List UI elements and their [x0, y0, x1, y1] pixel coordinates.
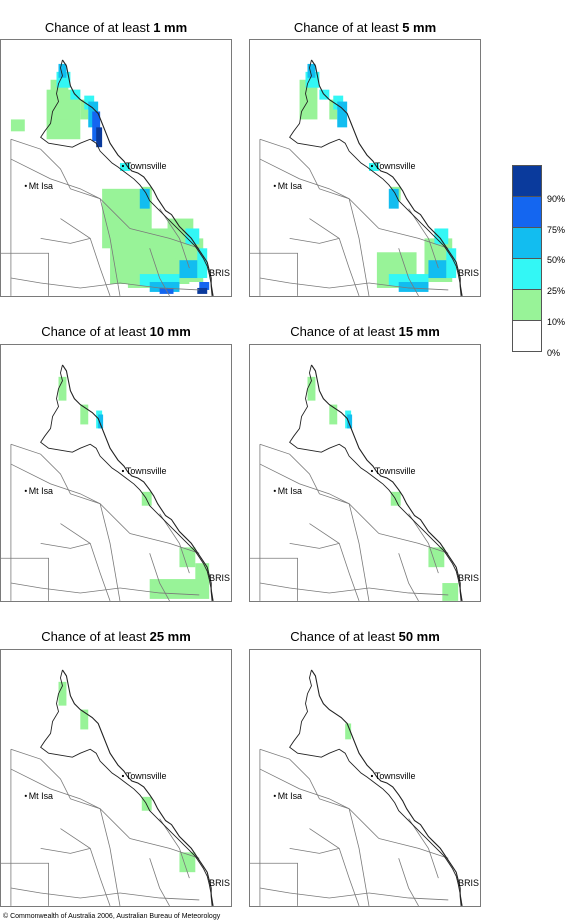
panel-title-10mm: Chance of at least 10 mm — [0, 324, 232, 340]
mt-isa-label: Mt Isa — [29, 181, 53, 191]
brisbane-label: BRIS — [458, 573, 479, 583]
copyright-notice: © Commonwealth of Australia 2006, Austra… — [3, 913, 221, 920]
legend-swatch-90-100 — [512, 165, 542, 197]
title-threshold: 50 mm — [398, 629, 440, 644]
panel-title-1mm: Chance of at least 1 mm — [0, 20, 232, 36]
map-panel-1mm: Mt Isa Townsville BRIS — [0, 39, 232, 297]
mt-isa-label: Mt Isa — [29, 486, 53, 496]
legend-label-75: 75% — [547, 225, 566, 235]
map-panel-15mm: Mt Isa Townsville BRIS — [249, 344, 481, 602]
coastline-west — [289, 364, 463, 601]
queensland-map: Mt Isa Townsville BRIS — [250, 364, 479, 601]
title-prefix: Chance of at least — [293, 20, 403, 35]
townsville-label: Townsville — [126, 161, 167, 171]
mt-isa-label: Mt Isa — [29, 791, 53, 801]
coastline-west — [40, 364, 214, 601]
legend-swatch-75-90 — [512, 197, 542, 228]
legend-label-50: 50% — [547, 255, 566, 265]
queensland-map: Mt Isa Townsville BRIS — [250, 59, 479, 296]
title-prefix: Chance of at least — [41, 324, 150, 339]
map-panel-50mm: Mt Isa Townsville BRIS — [249, 649, 481, 907]
title-threshold: 5 mm — [402, 20, 437, 35]
coastline-east — [62, 364, 213, 601]
panel-title-15mm: Chance of at least 15 mm — [249, 324, 481, 340]
coastline-west — [40, 59, 214, 296]
title-threshold: 15 mm — [398, 324, 440, 339]
panel-title-50mm: Chance of at least 50 mm — [249, 629, 481, 645]
legend-colorbar — [512, 165, 542, 352]
legend-swatch-25-50 — [512, 259, 542, 290]
coastline-east — [311, 669, 462, 906]
brisbane-label: BRIS — [209, 268, 230, 278]
coastline-west — [289, 669, 463, 906]
title-threshold: 1 mm — [153, 20, 188, 35]
panel-title-25mm: Chance of at least 25 mm — [0, 629, 232, 645]
legend-swatch-0-10 — [512, 321, 542, 352]
panel-title-5mm: Chance of at least 5 mm — [249, 20, 481, 36]
coastline-west — [40, 669, 214, 906]
title-prefix: Chance of at least — [44, 20, 154, 35]
queensland-map: Mt Isa Townsville BRIS — [1, 59, 230, 296]
brisbane-label: BRIS — [209, 878, 230, 888]
legend-swatch-50-75 — [512, 228, 542, 259]
brisbane-label: BRIS — [209, 573, 230, 583]
title-prefix: Chance of at least — [41, 629, 150, 644]
title-threshold: 10 mm — [149, 324, 191, 339]
coastline-east — [62, 669, 213, 906]
title-prefix: Chance of at least — [290, 629, 399, 644]
coastline-east — [311, 364, 462, 601]
map-panel-5mm: Mt Isa Townsville BRIS — [249, 39, 481, 297]
townsville-label: Townsville — [375, 466, 416, 476]
title-prefix: Chance of at least — [290, 324, 399, 339]
townsville-label: Townsville — [375, 161, 416, 171]
queensland-map: Mt Isa Townsville BRIS — [1, 364, 230, 601]
townsville-label: Townsville — [126, 466, 167, 476]
mt-isa-label: Mt Isa — [278, 181, 302, 191]
mt-isa-label: Mt Isa — [278, 486, 302, 496]
map-panel-25mm: Mt Isa Townsville BRIS — [0, 649, 232, 907]
mt-isa-label: Mt Isa — [278, 791, 302, 801]
coastline-east — [311, 59, 462, 296]
legend-label-25: 25% — [547, 286, 566, 296]
title-threshold: 25 mm — [149, 629, 191, 644]
map-panel-10mm: Mt Isa Townsville BRIS — [0, 344, 232, 602]
queensland-map: Mt Isa Townsville BRIS — [250, 669, 479, 906]
coastline-east — [62, 59, 213, 296]
brisbane-label: BRIS — [458, 878, 479, 888]
brisbane-label: BRIS — [458, 268, 479, 278]
coastline-west — [289, 59, 463, 296]
townsville-label: Townsville — [126, 771, 167, 781]
queensland-map: Mt Isa Townsville BRIS — [1, 669, 230, 906]
townsville-label: Townsville — [375, 771, 416, 781]
legend-label-0: 0% — [547, 348, 561, 358]
legend-swatch-10-25 — [512, 290, 542, 321]
legend-label-90: 90% — [547, 194, 566, 204]
legend-label-10: 10% — [547, 317, 566, 327]
